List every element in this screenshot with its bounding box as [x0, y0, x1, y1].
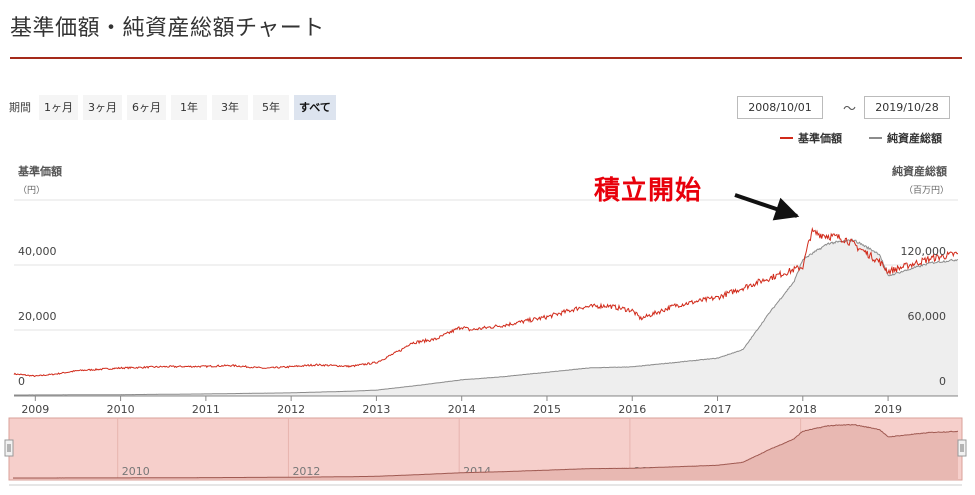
- date-separator: ～: [843, 102, 857, 117]
- navigator-right-handle[interactable]: [957, 439, 967, 457]
- period-6-months-button[interactable]: 6ヶ月: [127, 95, 166, 120]
- x-tick-label-2012: 2012: [277, 403, 305, 416]
- right-axis-unit: （百万円）: [904, 186, 950, 196]
- x-tick-label-2016: 2016: [618, 403, 646, 416]
- period-5-years-button[interactable]: 5年: [253, 95, 289, 120]
- period-3-months-button[interactable]: 3ヶ月: [83, 95, 122, 120]
- left-axis-title: 基準価額: [18, 165, 62, 178]
- nav-series-line: [13, 226, 959, 378]
- left-tick-label: 0: [18, 375, 25, 388]
- x-tick-label-2019: 2019: [874, 403, 902, 416]
- right-tick-label: 0: [939, 375, 946, 388]
- date-to-field[interactable]: 2019/10/28: [864, 96, 950, 119]
- annotation-arrow: [734, 193, 800, 221]
- navigator-area: [13, 424, 958, 480]
- navigator-year-label: 2012: [292, 465, 320, 478]
- date-from-field[interactable]: 2008/10/01: [737, 96, 823, 119]
- x-tick-label-2015: 2015: [533, 403, 561, 416]
- legend-assets-label: 純資産総額: [887, 132, 942, 145]
- period-1-year-button[interactable]: 1年: [171, 95, 207, 120]
- page-title: 基準価額・純資産総額チャート: [10, 16, 325, 41]
- x-tick-label-2018: 2018: [789, 403, 817, 416]
- right-tick-label: 120,000: [901, 245, 947, 258]
- period-1-month-button[interactable]: 1ヶ月: [39, 95, 78, 120]
- left-tick-label: 20,000: [18, 310, 57, 323]
- assets-series-line: [14, 238, 959, 396]
- legend-assets[interactable]: 純資産総額: [869, 130, 942, 146]
- range-navigator: 20102012201420162018: [4, 417, 967, 486]
- assets-area: [14, 239, 958, 395]
- navigator-line: [13, 423, 959, 479]
- x-tick-label-2011: 2011: [192, 403, 220, 416]
- x-tick-label-2017: 2017: [704, 403, 732, 416]
- legend-assets-swatch: [869, 137, 882, 139]
- x-tick-label-2013: 2013: [362, 403, 390, 416]
- navigator-left-handle[interactable]: [4, 439, 14, 457]
- legend-nav[interactable]: 基準価額: [780, 130, 842, 146]
- period-3-years-button[interactable]: 3年: [212, 95, 248, 120]
- x-tick-label-2009: 2009: [21, 403, 49, 416]
- x-tick-label-2014: 2014: [448, 403, 476, 416]
- navigator-year-label: 2010: [122, 465, 150, 478]
- period-label: 期間: [9, 101, 31, 114]
- right-tick-label: 60,000: [908, 310, 947, 323]
- left-axis-unit: （円）: [18, 186, 46, 196]
- period-buttons: 1ヶ月 3ヶ月 6ヶ月 1年 3年 5年 すべて: [39, 95, 341, 120]
- legend-nav-swatch: [780, 137, 793, 139]
- left-tick-label: 40,000: [18, 245, 57, 258]
- right-axis-title: 純資産総額: [892, 165, 947, 178]
- x-tick-label-2010: 2010: [107, 403, 135, 416]
- legend-nav-label: 基準価額: [798, 132, 842, 145]
- title-divider: [10, 57, 962, 59]
- period-all-button[interactable]: すべて: [294, 95, 336, 120]
- chart-labels: 0 20,000 40,000 0 60,000 120,000 2009 2010 2011 2…: [18, 245, 946, 416]
- annotation-text: 積立開始: [594, 176, 703, 206]
